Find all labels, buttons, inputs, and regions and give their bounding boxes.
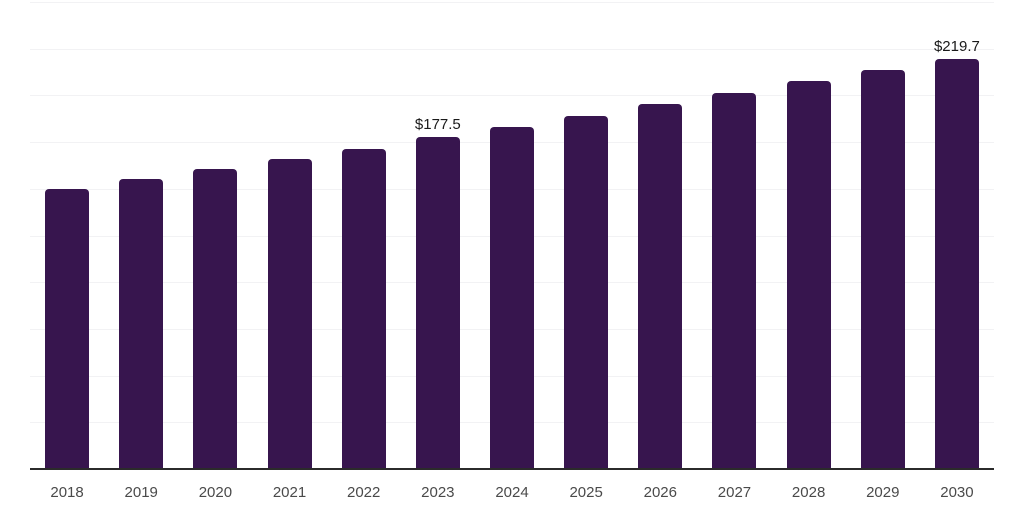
x-axis-line [30,468,994,470]
bar-2030 [934,58,979,469]
x-tick-label-2026: 2026 [643,484,677,501]
gridline-225 [30,48,994,50]
bar-2023 [415,137,460,469]
x-tick-label-2022: 2022 [347,484,381,501]
bar-2025 [564,115,609,469]
bar-value-label-2030: $219.7 [933,37,980,55]
plot-area: 2018 2019 2020 2021 2022 $177.5 2023 2024 2025 20… [30,0,994,512]
x-tick-label-2019: 2019 [124,484,158,501]
x-tick-label-2029: 2029 [866,484,900,501]
bar-2024 [490,127,534,469]
x-tick-label-2027: 2027 [717,484,752,501]
x-tick-label-2030: 2030 [940,484,974,501]
bar-2022 [341,148,386,469]
bar-2029 [860,70,905,469]
bar-2021 [267,158,312,469]
bar-2018 [45,188,90,469]
x-tick-label-2028: 2028 [791,484,826,501]
x-tick-label-2020: 2020 [198,484,233,501]
gridline-200 [30,95,994,97]
x-tick-label-2025: 2025 [569,484,603,501]
bar-2028 [786,81,831,469]
x-tick-label-2018: 2018 [50,484,84,501]
x-tick-label-2021: 2021 [272,484,307,501]
gridline-250 [30,2,994,3]
bar-2020 [193,169,238,469]
bar-2027 [712,92,757,469]
bar-value-label-2023: $177.5 [414,116,461,134]
x-tick-label-2024: 2024 [495,484,529,501]
bar-2019 [119,179,164,469]
x-tick-label-2023: 2023 [421,484,455,501]
bar-2026 [638,103,683,469]
